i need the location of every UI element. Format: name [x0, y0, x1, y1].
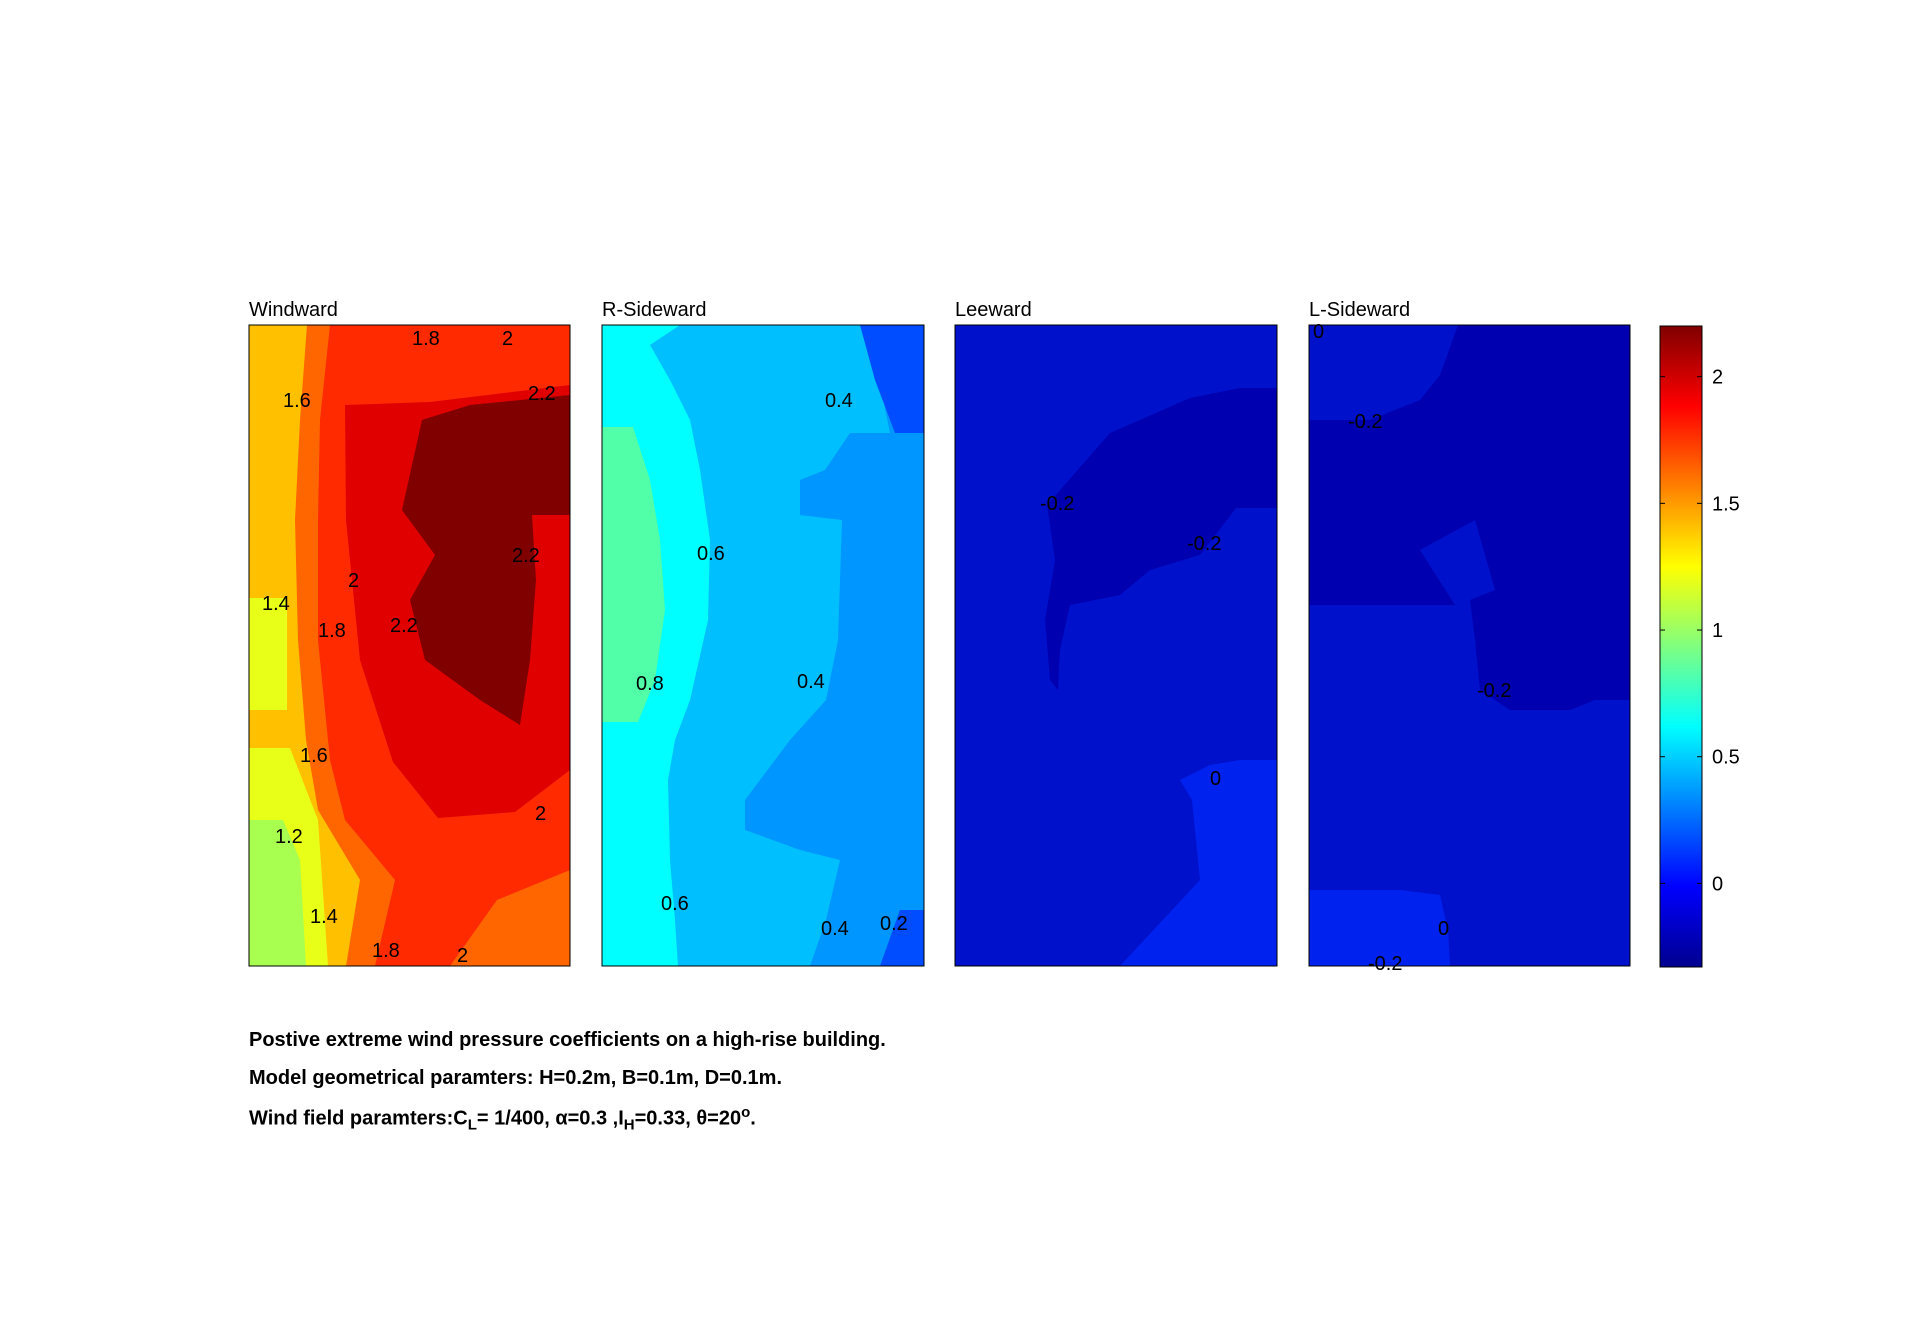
colorbar: 2 1.5 1 0.5 0: [1659, 325, 1740, 968]
region-level-1.4: [249, 598, 287, 710]
contour-label: -0.2: [1040, 493, 1074, 515]
colorbar-tick-label: 0.5: [1712, 747, 1740, 769]
panel-l-sideward: L-Sideward 0 -0.2 -0.2 0 -0.2: [1308, 299, 1631, 975]
contour-label: -0.2: [1477, 680, 1511, 702]
colorbar-tick-label: 1.5: [1712, 493, 1740, 515]
panel-leeward: Leeward -0.2 -0.2 0: [954, 299, 1278, 967]
region-level-minus-0.2: [1045, 388, 1277, 690]
contour-label: 0.6: [661, 893, 689, 915]
panel-title-windward: Windward: [249, 299, 338, 321]
contour-label: -0.2: [1187, 533, 1221, 555]
contour-label: 0.4: [797, 671, 825, 693]
contour-label: 0.4: [821, 918, 849, 940]
region-level-minus-0.2: [1309, 325, 1630, 710]
contour-label: 0: [1313, 321, 1324, 343]
caption-line-3: Wind field paramters:CL= 1/400, α=0.3 ,I…: [249, 1104, 756, 1134]
contour-labels-windward: 1.8 2 1.6 2.2 2 2.2 1.4 1.8 2.2 1.6 2 1.…: [262, 328, 556, 967]
region-level-peak: [402, 395, 570, 725]
region-level-1.2: [249, 820, 306, 966]
contour-label: 0: [1438, 918, 1449, 940]
contour-label: 2.2: [512, 545, 540, 567]
contour-label: 0.6: [697, 543, 725, 565]
contour-label: 1.8: [412, 328, 440, 350]
contour-label: 2: [502, 328, 513, 350]
region-level-0: [1309, 890, 1450, 966]
caption-line-3-mid1: = 1/400, α=0.3 ,I: [476, 1107, 624, 1130]
caption-line-1: Postive extreme wind pressure coefficien…: [249, 1029, 886, 1051]
panel-windward: Windward 1.8 2 1.6 2.2 2 2.2 1.4 1.8 2.2…: [248, 299, 571, 967]
contour-label: 2: [457, 945, 468, 967]
contour-label: 1.4: [262, 593, 290, 615]
contour-label: -0.2: [1368, 953, 1402, 975]
contour-label: 0.4: [825, 390, 853, 412]
plot-frame-r-sideward: [601, 324, 925, 967]
contour-label: 0.8: [636, 673, 664, 695]
colorbar-tick-label: 0: [1712, 873, 1723, 895]
caption-sub-l: L: [467, 1116, 477, 1134]
contour-label: 2: [348, 570, 359, 592]
contour-label: 1.8: [318, 620, 346, 642]
contour-label: 1.2: [275, 826, 303, 848]
caption-line-3-suffix: .: [750, 1107, 756, 1130]
panel-title-leeward: Leeward: [955, 299, 1032, 321]
plot-frame-windward: [248, 324, 571, 967]
contour-labels-l-sideward: 0 -0.2 -0.2 0 -0.2: [1313, 321, 1511, 975]
contour-label: 1.6: [283, 390, 311, 412]
colorbar-tick-label: 1: [1712, 620, 1723, 642]
contour-label: 2.2: [528, 383, 556, 405]
panel-title-l-sideward: L-Sideward: [1309, 299, 1410, 321]
region-level-0.2-top: [860, 325, 924, 433]
caption-line-3-mid2: =0.33, θ=20: [634, 1107, 742, 1130]
contour-fill-r-sideward: [602, 325, 924, 966]
region-level-0.2-bottom: [880, 910, 924, 966]
colorbar-ticks: 2 1.5 1 0.5 0: [1660, 367, 1740, 895]
contour-label: 0.2: [880, 913, 908, 935]
caption-sub-h: H: [623, 1116, 635, 1134]
panel-r-sideward: R-Sideward 0.4 0.6 0.8 0.4 0.6 0.4 0.2: [601, 299, 925, 967]
caption-line-3-prefix: Wind field paramters:C: [249, 1107, 468, 1130]
contour-label: 1.8: [372, 940, 400, 962]
contour-fill-windward: [249, 325, 570, 966]
colorbar-tick-label: 2: [1712, 367, 1723, 389]
plot-frame-l-sideward: [1308, 324, 1631, 967]
contour-label: 1.6: [300, 745, 328, 767]
contour-label: 2: [535, 803, 546, 825]
contour-labels-leeward: -0.2 -0.2 0: [1040, 493, 1221, 790]
region-level-0: [1120, 760, 1277, 966]
panel-title-r-sideward: R-Sideward: [602, 299, 706, 321]
caption-sup-degree: o: [741, 1104, 751, 1121]
region-level-peak: [602, 427, 665, 722]
contour-fill-leeward: [955, 325, 1277, 966]
contour-label: 1.4: [310, 906, 338, 928]
contour-label: 2.2: [390, 615, 418, 637]
contour-fill-l-sideward: [1309, 325, 1630, 966]
plot-frame-leeward: [954, 324, 1278, 967]
caption-line-2: Model geometrical paramters: H=0.2m, B=0…: [249, 1067, 782, 1089]
contour-labels-r-sideward: 0.4 0.6 0.8 0.4 0.6 0.4 0.2: [636, 390, 908, 940]
contour-label: 0: [1210, 768, 1221, 790]
contour-label: -0.2: [1348, 411, 1382, 433]
colorbar-gradient: [1659, 325, 1703, 968]
